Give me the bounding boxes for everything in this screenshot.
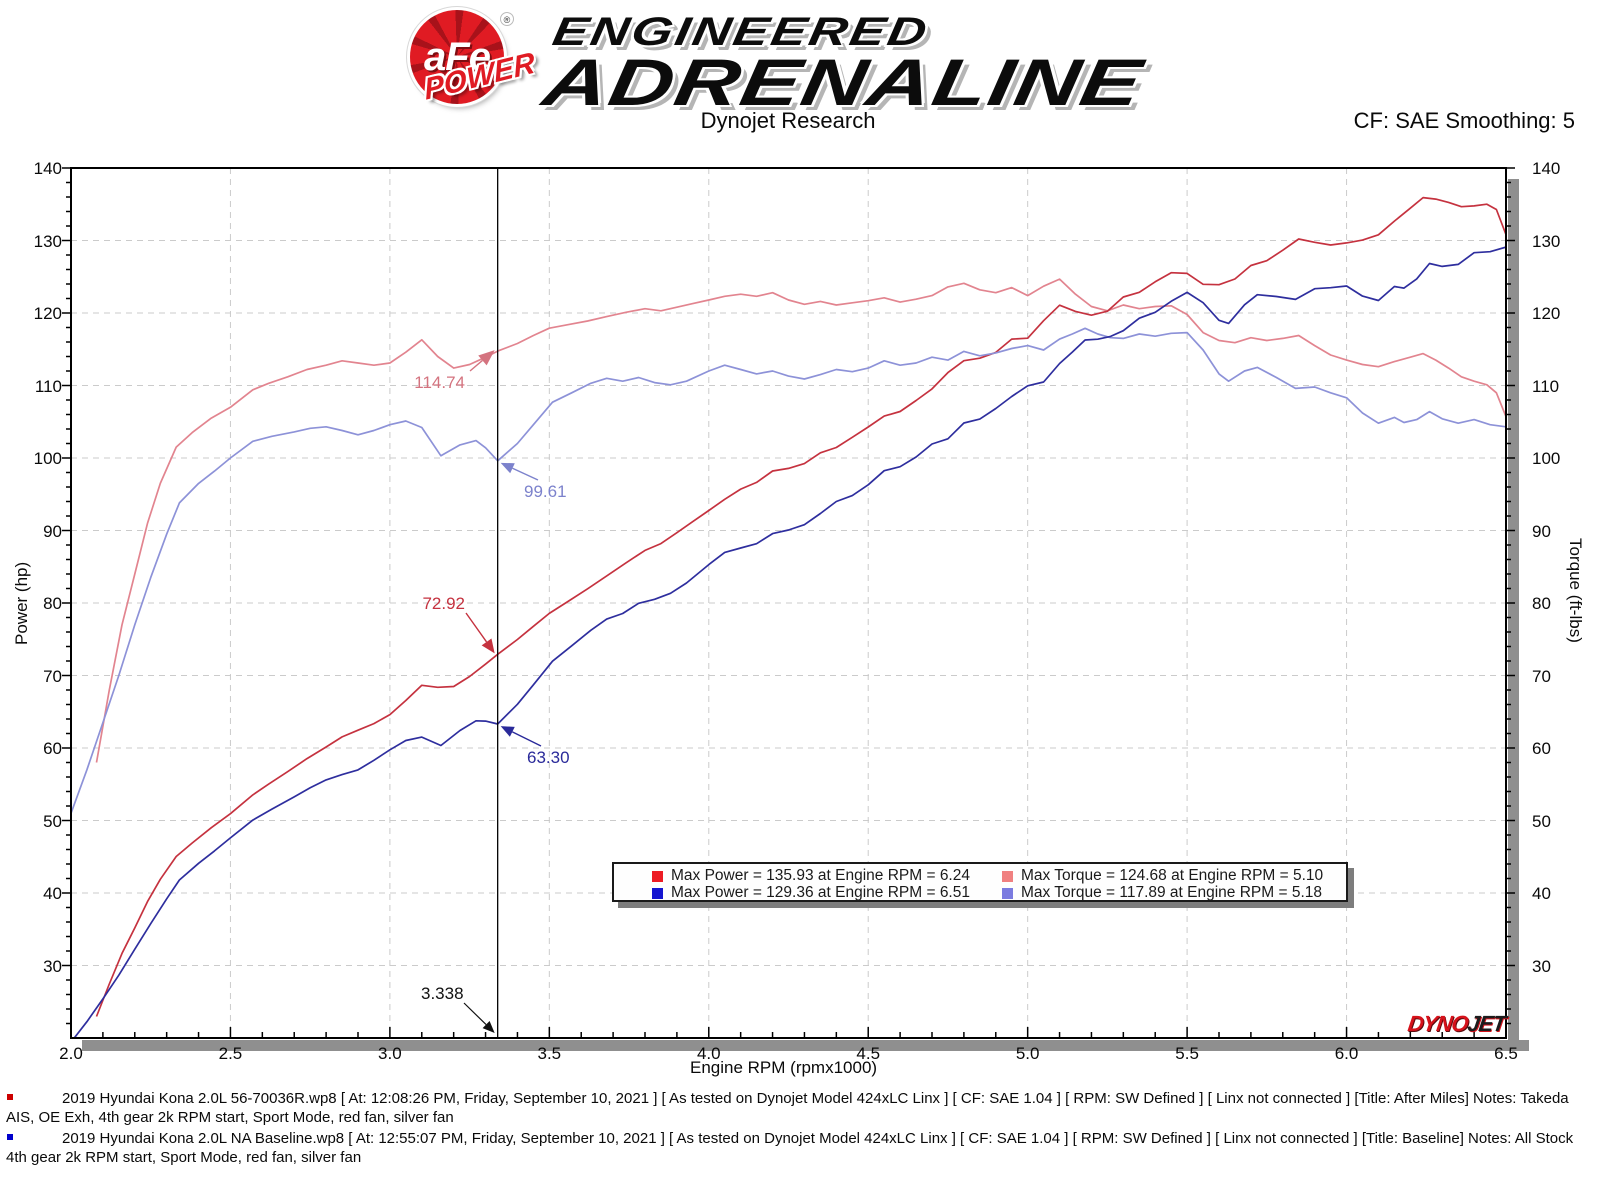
frame-shadow-bottom <box>82 1040 1529 1051</box>
annotation-baseline-torque-cursor: 99.61 <box>524 482 567 501</box>
annotation-arrowhead-icon <box>482 1021 495 1033</box>
legend-item-max-torque-baseline: Max Torque = 117.89 at Engine RPM = 5.18 <box>1002 884 1322 902</box>
dynojet-logo-jet: JET <box>1465 1011 1507 1036</box>
dynojet-logo: DYNOJET <box>1406 1011 1507 1037</box>
x-tick-label: 3.5 <box>537 1044 562 1063</box>
smoothing-label: CF: SAE Smoothing: 5 <box>1353 108 1575 133</box>
legend-swatch-lightblue <box>1002 887 1013 899</box>
annotation-arrow-line <box>469 359 483 372</box>
y-tick-label-left: 60 <box>43 739 62 758</box>
y-tick-label-right: 140 <box>1532 159 1561 178</box>
annotation-arrow-line <box>463 1002 487 1026</box>
afe-logo-roundel-icon: aFe <box>410 10 504 104</box>
y-tick-label-left: 100 <box>33 449 62 468</box>
y-tick-label-left: 90 <box>43 521 62 541</box>
y-tick-label-left: 110 <box>34 376 62 396</box>
y-tick-label-left: 80 <box>43 594 62 613</box>
legend-swatch-blue <box>652 887 663 899</box>
annotation-arrowhead-icon <box>481 638 495 654</box>
y-tick-label-right: 80 <box>1532 594 1551 613</box>
run-note-text: 2019 Hyundai Kona 2.0L 56-70036R.wp8 [ A… <box>6 1090 1569 1126</box>
annotation-arrow-line <box>512 467 539 481</box>
y-tick-label-right: 40 <box>1532 884 1551 903</box>
y-tick-label-left: 140 <box>33 159 62 178</box>
y-tick-label-left: 50 <box>43 811 62 831</box>
annotation-arrowhead-icon <box>478 350 495 366</box>
baseline-torque-curve <box>71 327 1506 814</box>
legend-swatch-pink <box>1002 870 1013 882</box>
legend-label: Max Torque = 117.89 at Engine RPM = 5.18 <box>1021 884 1323 901</box>
run-bullet-blue-icon <box>7 1134 13 1140</box>
x-tick-label: 4.5 <box>856 1044 881 1063</box>
annotation-after-power-cursor: 72.92 <box>422 594 465 613</box>
legend-label: Max Power = 135.93 at Engine RPM = 6.24 <box>671 867 970 884</box>
x-tick-label: 2.5 <box>218 1044 243 1063</box>
legend-item-max-torque-after: Max Torque = 124.68 at Engine RPM = 5.10 <box>1002 867 1323 885</box>
legend-swatch-red <box>652 870 663 882</box>
y-tick-label-left: 120 <box>33 304 62 323</box>
x-tick-label: 2.0 <box>59 1044 83 1063</box>
y-tick-label-right: 130 <box>1532 231 1561 251</box>
after-power-curve <box>95 196 1506 1017</box>
annotation-arrowhead-icon <box>500 726 515 737</box>
x-tick-label: 5.5 <box>1175 1044 1199 1063</box>
after-torque-curve <box>95 278 1506 763</box>
y-tick-label-right: 110 <box>1532 376 1560 396</box>
y-tick-label-left: 70 <box>43 666 62 686</box>
annotation-arrow-line <box>512 731 542 747</box>
frame-shadow-right <box>1508 179 1519 1051</box>
x-tick-label: 3.0 <box>378 1044 402 1063</box>
y-tick-label-right: 50 <box>1532 811 1551 831</box>
afe-power-logo: aFe ® POWER ENGINEERED ADRENALINE <box>405 4 1165 119</box>
x-tick-label: 4.0 <box>696 1044 721 1063</box>
run-notes: 2019 Hyundai Kona 2.0L 56-70036R.wp8 [ A… <box>6 1089 1596 1169</box>
annotation-after-torque-cursor: 114.74 <box>414 373 465 392</box>
y-tick-label-right: 60 <box>1532 739 1551 758</box>
registered-trademark-icon: ® <box>500 12 514 26</box>
annotation-arrow-line <box>465 612 488 643</box>
y-tick-label-right: 30 <box>1532 956 1551 976</box>
left-axis-title: Power (hp) <box>12 561 31 645</box>
y-tick-label-left: 40 <box>43 884 62 903</box>
dyno-curves <box>71 196 1506 1038</box>
x-axis-title: Engine RPM (rpmx1000) <box>690 1058 878 1077</box>
y-tick-label-left: 130 <box>33 231 62 251</box>
x-tick-label: 5.0 <box>1015 1044 1040 1063</box>
run-note-text: 2019 Hyundai Kona 2.0L NA Baseline.wp8 [… <box>6 1130 1574 1166</box>
legend-item-max-power-after: Max Power = 135.93 at Engine RPM = 6.24 <box>652 867 970 885</box>
right-axis-title: Torque (ft-lbs) <box>1566 538 1585 643</box>
afe-logo-text: aFe <box>424 34 491 79</box>
y-tick-label-right: 90 <box>1532 521 1551 541</box>
y-tick-label-right: 120 <box>1532 304 1561 323</box>
legend-item-max-power-baseline: Max Power = 129.36 at Engine RPM = 6.51 <box>652 884 970 902</box>
run-note-after: 2019 Hyundai Kona 2.0L 56-70036R.wp8 [ A… <box>6 1089 1596 1127</box>
dynojet-logo-dyno: DYNO <box>1406 1011 1470 1036</box>
y-tick-label-right: 100 <box>1532 449 1561 468</box>
baseline-power-curve <box>73 246 1506 1038</box>
x-tick-label: 6.0 <box>1334 1044 1359 1063</box>
annotation-arrowhead-icon <box>500 462 515 474</box>
annotation-baseline-power-cursor: 63.30 <box>527 748 570 767</box>
legend-label: Max Torque = 124.68 at Engine RPM = 5.10 <box>1021 867 1324 884</box>
plot-border <box>70 167 1507 1039</box>
chart-title: Dynojet Research <box>700 108 876 133</box>
y-tick-label-right: 70 <box>1532 666 1551 686</box>
legend-label: Max Power = 129.36 at Engine RPM = 6.51 <box>671 884 970 901</box>
x-tick-label: 6.5 <box>1494 1044 1518 1063</box>
legend-box: Max Power = 135.93 at Engine RPM = 6.24 … <box>612 862 1348 902</box>
y-tick-label-left: 30 <box>43 956 62 976</box>
run-note-baseline: 2019 Hyundai Kona 2.0L NA Baseline.wp8 [… <box>6 1129 1596 1167</box>
annotation-cursor-rpm: 3.338 <box>421 984 464 1003</box>
run-bullet-red-icon <box>7 1094 13 1100</box>
